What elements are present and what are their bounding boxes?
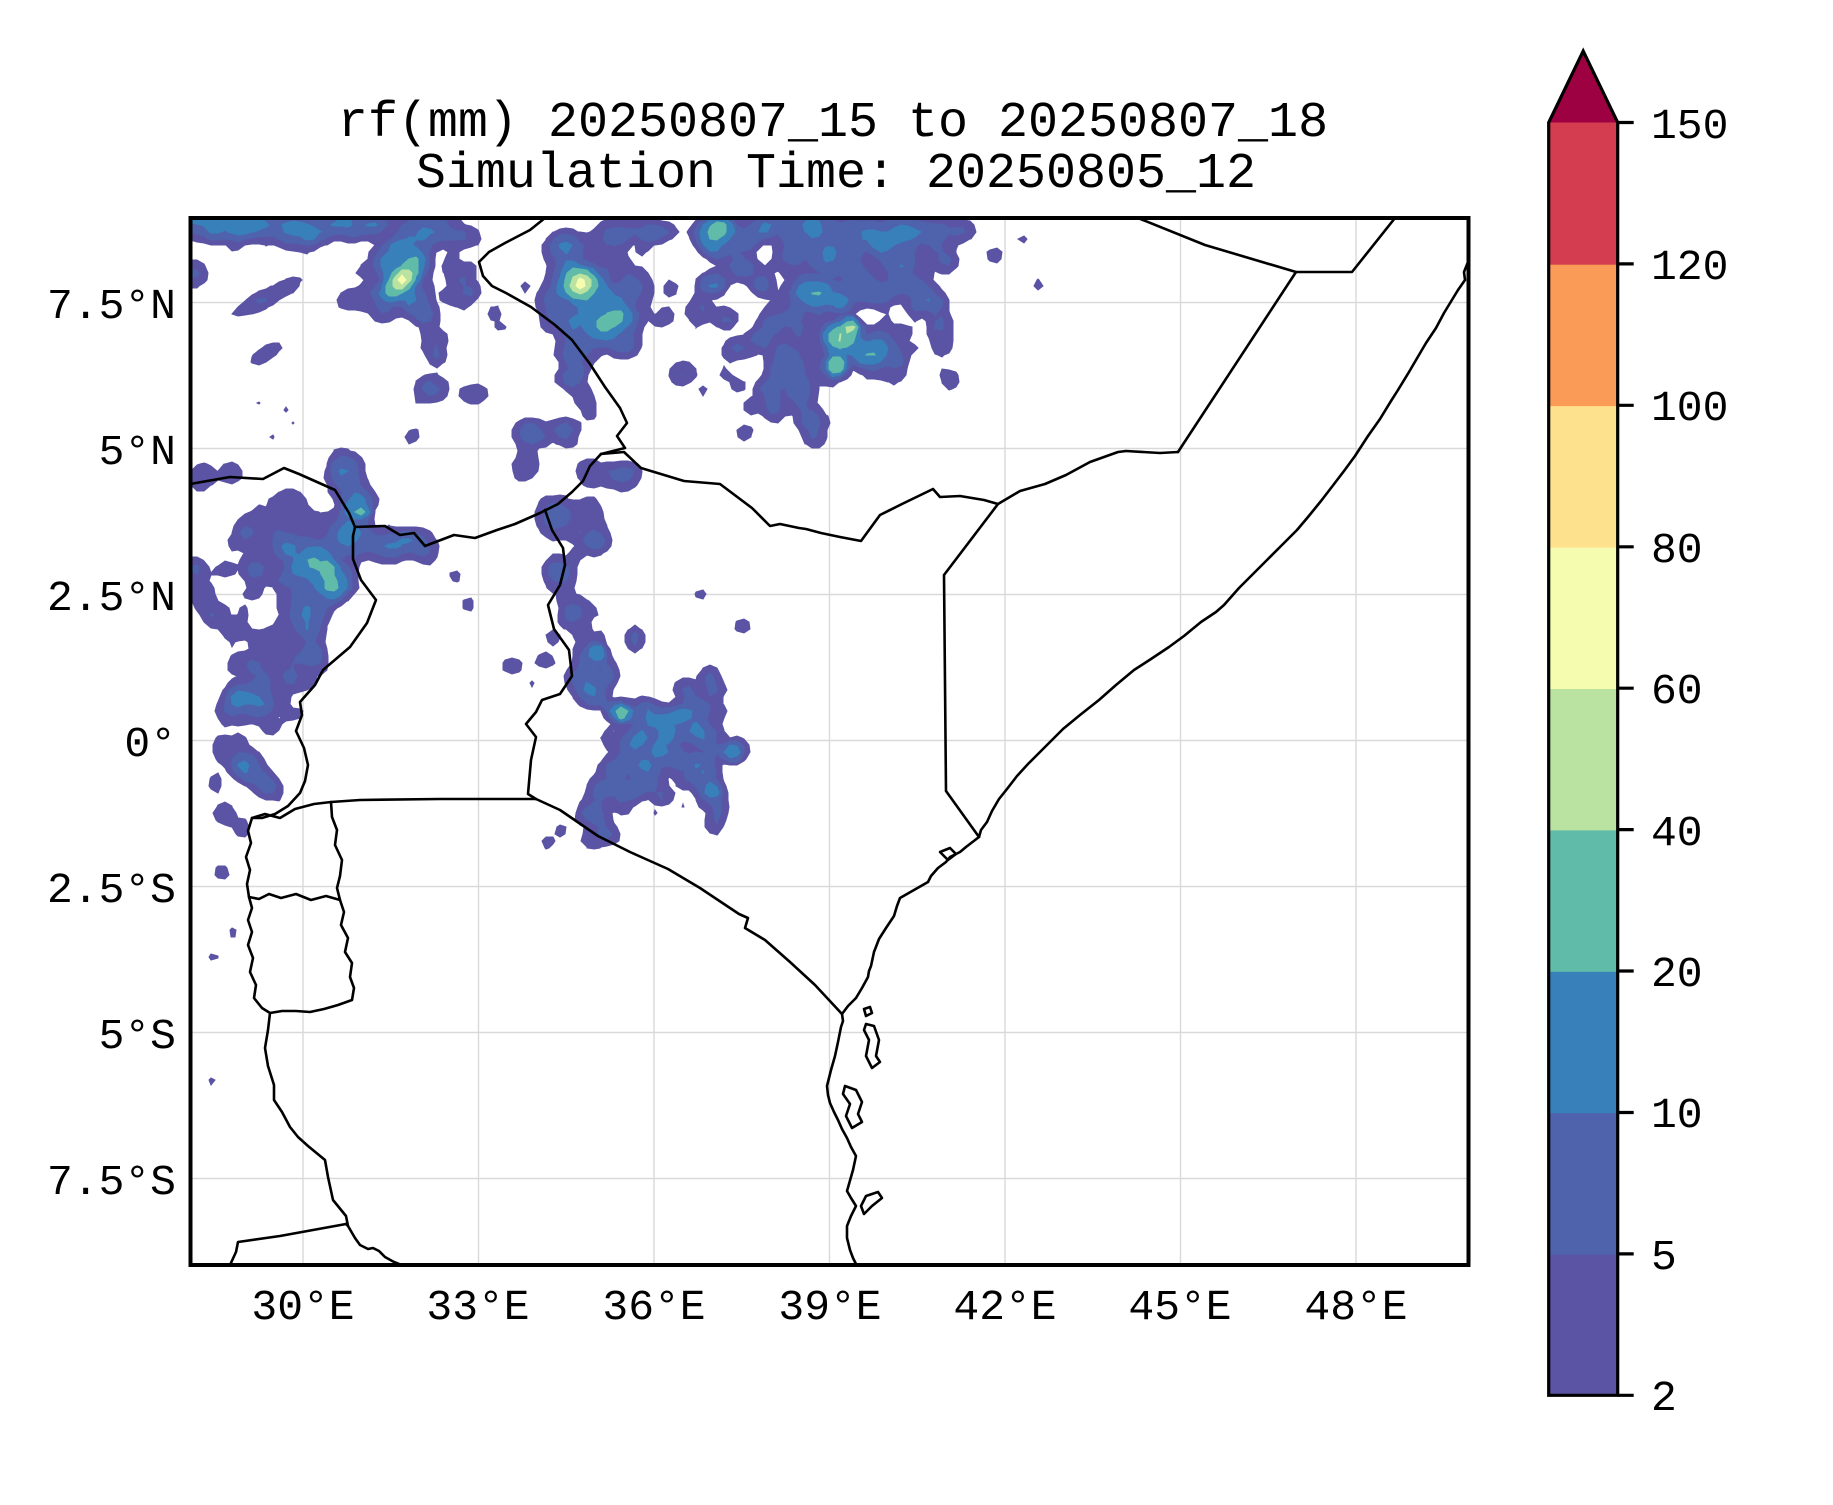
svg-text:100: 100 (1651, 384, 1728, 433)
svg-text:120: 120 (1651, 243, 1728, 292)
svg-text:7.5°S: 7.5°S (47, 1158, 176, 1207)
svg-text:39°E: 39°E (778, 1283, 881, 1332)
svg-text:rf(mm) 20250807_15 to 20250807: rf(mm) 20250807_15 to 20250807_18 (338, 95, 1328, 152)
svg-text:7.5°N: 7.5°N (47, 282, 176, 331)
svg-text:60: 60 (1651, 667, 1703, 716)
svg-text:0°: 0° (124, 720, 176, 769)
svg-text:Simulation Time: 20250805_12: Simulation Time: 20250805_12 (416, 146, 1256, 203)
svg-text:10: 10 (1651, 1091, 1703, 1140)
svg-text:30°E: 30°E (251, 1283, 354, 1332)
svg-text:80: 80 (1651, 526, 1703, 575)
svg-text:5°N: 5°N (99, 428, 176, 477)
svg-text:2.5°S: 2.5°S (47, 866, 176, 915)
svg-text:40: 40 (1651, 809, 1703, 858)
svg-text:45°E: 45°E (1128, 1283, 1231, 1332)
svg-text:2.5°N: 2.5°N (47, 574, 176, 623)
svg-text:33°E: 33°E (426, 1283, 529, 1332)
svg-text:36°E: 36°E (602, 1283, 705, 1332)
svg-text:5: 5 (1651, 1233, 1677, 1282)
svg-text:20: 20 (1651, 950, 1703, 999)
svg-text:48°E: 48°E (1304, 1283, 1407, 1332)
svg-text:2: 2 (1651, 1374, 1677, 1423)
svg-text:150: 150 (1651, 102, 1728, 151)
svg-text:42°E: 42°E (953, 1283, 1056, 1332)
svg-text:5°S: 5°S (99, 1012, 176, 1061)
